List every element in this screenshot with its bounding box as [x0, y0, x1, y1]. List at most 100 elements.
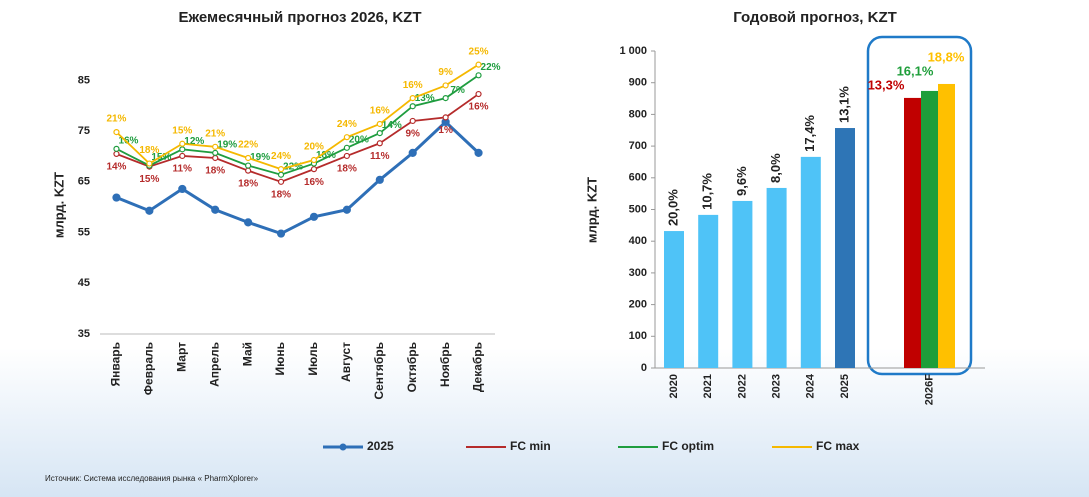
forecast-bar: [904, 97, 921, 368]
x-tick-label: Март: [174, 342, 188, 372]
y-tick-label: 0: [641, 362, 647, 374]
growth-label: 21%: [106, 114, 126, 125]
y-tick-label: 85: [78, 74, 90, 86]
bar: [664, 231, 684, 368]
growth-label: 16%: [370, 106, 390, 117]
growth-label: 10,7%: [700, 173, 715, 210]
data-point: [211, 205, 220, 214]
growth-label: 13,1%: [836, 86, 851, 123]
data-point: [179, 146, 186, 153]
growth-label: 13%: [415, 93, 435, 104]
growth-label: 9%: [438, 67, 453, 78]
growth-label: 16%: [304, 177, 324, 188]
data-point: [146, 160, 153, 167]
growth-label: 20%: [349, 134, 369, 145]
legend-label: FC optim: [662, 439, 714, 453]
data-point: [212, 154, 219, 162]
x-tick-label: Январь: [109, 342, 123, 386]
growth-label: 15%: [172, 125, 192, 136]
bar: [766, 187, 787, 368]
data-point: [310, 166, 318, 173]
data-point: [309, 212, 319, 221]
data-point: [376, 120, 383, 128]
forecast-bar: [921, 90, 938, 368]
growth-label: 25%: [469, 46, 489, 57]
growth-label: 15%: [151, 152, 171, 163]
y-tick-label: 700: [629, 140, 647, 152]
series-line: [116, 74, 480, 176]
growth-label: 22%: [238, 140, 258, 151]
forecast-bar: [938, 83, 955, 368]
growth-label: 1%: [438, 125, 453, 136]
data-point: [113, 129, 120, 136]
growth-label: 24%: [271, 151, 291, 162]
data-point: [113, 150, 120, 158]
y-tick-label: 65: [78, 176, 90, 188]
data-point: [474, 148, 483, 158]
y-tick-label: 400: [629, 235, 647, 247]
data-point: [245, 154, 252, 162]
growth-label: 14%: [382, 120, 402, 131]
growth-label: 18%: [337, 164, 357, 175]
y-tick-label: 35: [78, 328, 90, 340]
y-tick-label: 900: [629, 77, 647, 89]
data-point: [113, 145, 120, 152]
growth-label: 20%: [304, 142, 324, 153]
y-tick-label: 800: [629, 108, 647, 120]
data-point: [112, 193, 121, 202]
chart-title: Годовой прогноз, KZT: [733, 9, 897, 26]
x-tick-label: Июль: [306, 342, 320, 376]
x-tick-label: Октябрь: [405, 342, 419, 392]
data-point: [178, 184, 187, 194]
growth-label: 11%: [370, 151, 390, 162]
growth-label: 16%: [403, 80, 423, 91]
growth-label: 11%: [173, 164, 193, 175]
growth-label: 13,3%: [868, 77, 905, 92]
bar: [732, 200, 753, 368]
y-tick-label: 1 000: [619, 45, 647, 57]
y-tick-label: 500: [629, 203, 647, 215]
data-point: [442, 114, 449, 121]
growth-label: 19%: [217, 140, 237, 151]
data-point: [343, 134, 350, 141]
y-tick-label: 45: [78, 277, 90, 289]
growth-label: 22%: [283, 161, 303, 172]
x-tick-label: Август: [339, 342, 353, 382]
data-point: [376, 130, 383, 137]
x-tick-label: 2022: [736, 374, 748, 398]
x-tick-label: Сентябрь: [372, 342, 386, 400]
data-point: [277, 166, 285, 173]
series-line: [115, 63, 480, 171]
data-point: [342, 205, 351, 214]
data-point: [409, 95, 416, 102]
x-tick-label: 2026F: [923, 374, 935, 405]
data-point: [343, 144, 350, 151]
y-tick-label: 300: [629, 267, 647, 279]
forecast-highlight: [866, 35, 973, 376]
data-point: [277, 178, 285, 185]
data-point: [145, 206, 154, 215]
growth-label: 24%: [337, 119, 357, 130]
growth-label: 22%: [481, 62, 501, 73]
data-point: [277, 171, 285, 178]
x-tick-label: 2020: [668, 374, 680, 398]
x-tick-label: 2025: [839, 374, 851, 398]
bar: [835, 128, 855, 368]
data-point: [475, 90, 482, 98]
legend-label: 2025: [367, 439, 394, 453]
growth-label: 8,0%: [768, 153, 783, 183]
data-point: [442, 95, 449, 102]
data-point: [475, 61, 482, 68]
x-tick-label: 2021: [702, 374, 714, 398]
y-tick-label: 100: [629, 330, 647, 342]
x-tick-label: Ноябрь: [438, 342, 452, 387]
data-point: [409, 117, 416, 125]
data-point: [212, 149, 219, 157]
growth-label: 18,8%: [928, 49, 965, 64]
data-point: [375, 175, 384, 184]
x-tick-label: Декабрь: [471, 342, 485, 392]
growth-label: 21%: [205, 128, 225, 139]
y-tick-label: 75: [78, 125, 90, 137]
x-tick-label: Июнь: [273, 342, 287, 376]
